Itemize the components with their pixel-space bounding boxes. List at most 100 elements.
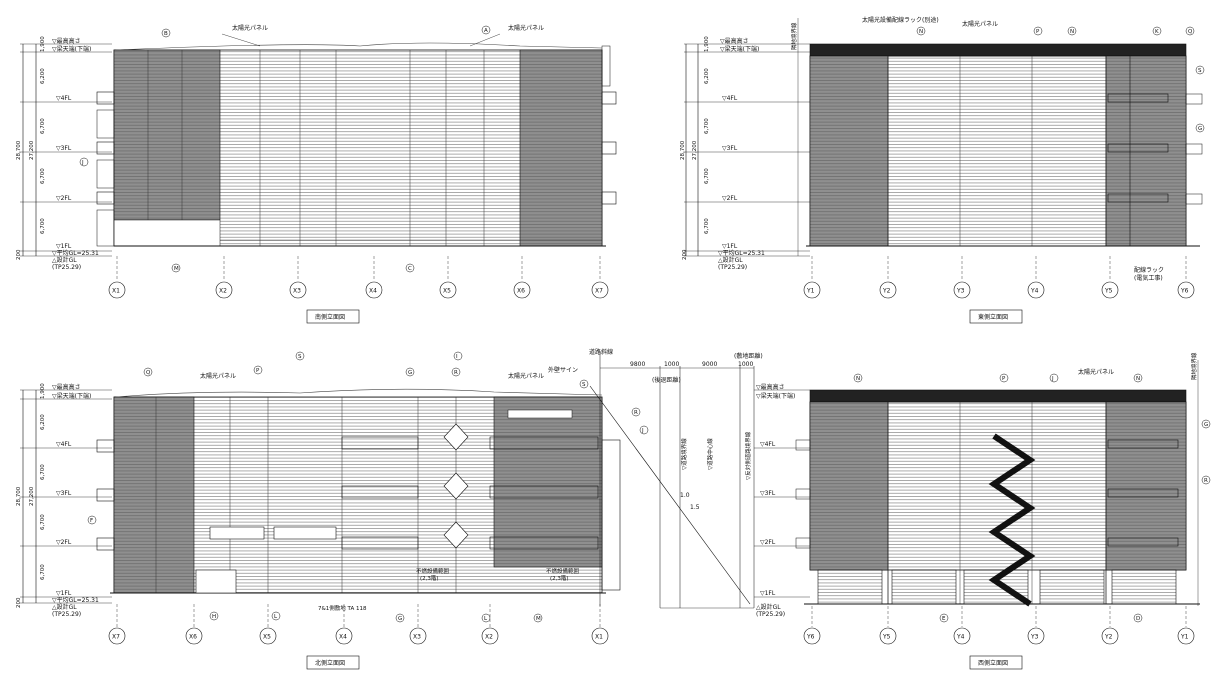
grid-label: Y3 [956, 288, 965, 295]
tag-bubble [87, 515, 97, 525]
grid-bubble [289, 281, 307, 299]
east-dim-f2: 6,700 [704, 168, 710, 184]
grid-bubble [185, 627, 203, 645]
north-level-3fl: ▽3FL [56, 490, 72, 497]
tag-label: R [634, 410, 638, 416]
west-boundary: 隣地境界線 [1190, 352, 1198, 380]
north-level-design-gl: △設計GL [52, 603, 77, 611]
grid-bubble [591, 627, 609, 645]
south-solar-label: 太陽光パネル [232, 24, 268, 32]
dim-sub: 27,200 [29, 140, 35, 160]
tag-label: D [1136, 616, 1140, 622]
grid-bubble [879, 627, 897, 645]
tag-label: R [454, 370, 458, 376]
grid-label: Y4 [956, 634, 965, 641]
tag-label: G [1204, 422, 1208, 428]
north-level-parapet: ▽梁天端(下端) [52, 392, 91, 400]
tag-bubble [1133, 373, 1143, 383]
tag-label: G [408, 370, 412, 376]
east-solar-rack: 太陽光設備配線ラック(別途) [862, 16, 939, 24]
grid-label: Y2 [1104, 634, 1113, 641]
road-opposite: ▽反対側道路境界線 [744, 431, 752, 480]
grid-bubble [803, 627, 821, 645]
east-solar-panel: 太陽光パネル [962, 20, 998, 28]
dim-f3: 6,700 [40, 118, 46, 134]
dim-overall: 28,700 [16, 140, 22, 160]
tag-bubble [1201, 419, 1211, 429]
north-ground-note: 7&1側敷地 TA 118 [318, 604, 367, 612]
east-wiring-rack-sub: (電気工事) [1134, 274, 1163, 282]
grid-bubble [108, 281, 126, 299]
west-level-design-gl: △設計GL [756, 603, 781, 611]
north-solar-label: 太陽光パネル [200, 372, 236, 380]
north-solar-label-2: 太陽光パネル [508, 372, 544, 380]
tag-bubble [999, 373, 1009, 383]
tag-label: L [274, 614, 278, 620]
tag-label: J [1051, 376, 1054, 382]
grid-bubble [953, 627, 971, 645]
tag-bubble [143, 367, 153, 377]
east-tag-g: G [1198, 126, 1202, 132]
grid-bubble [215, 281, 233, 299]
grid-label: X7 [595, 288, 603, 295]
east-tag-q: Q [1188, 29, 1193, 35]
tag-label: I [456, 354, 458, 360]
north-nonflam-1: 不燃設備範囲 [416, 567, 450, 575]
road-dim-9800: 9800 [630, 361, 645, 368]
west-level-parapet: ▽梁天端(下端) [756, 392, 795, 400]
grid-label: Y1 [806, 288, 815, 295]
grid-label: Y1 [1180, 634, 1189, 641]
grid-bubble [1177, 627, 1195, 645]
south-tag-a: A [484, 28, 488, 34]
east-dim-base: 200 [682, 249, 688, 260]
tag-bubble [405, 367, 415, 377]
grid-label: Y5 [882, 634, 891, 641]
north-dim-f1: 6,700 [40, 564, 46, 580]
tag-label: J [641, 428, 644, 434]
grid-label: X4 [369, 288, 377, 295]
north-level-avg-gl: ▽平均GL=25.31 [52, 596, 99, 604]
north-dim-f2: 6,700 [40, 514, 46, 530]
east-grid-axes: Y1 Y2 Y3 Y4 Y5 Y6 [803, 256, 1195, 299]
east-level-design-gl: △設計GL [718, 256, 743, 264]
south-title: 南側立面図 [315, 313, 345, 321]
west-solar-panel: 太陽光パネル [1078, 368, 1114, 376]
south-grid-axes: X1 X2 X3 X4 X5 X6 X7 [108, 256, 609, 299]
south-solar-label-2: 太陽光パネル [508, 24, 544, 32]
grid-bubble [803, 281, 821, 299]
tag-bubble [395, 613, 405, 623]
north-dim-base: 200 [16, 597, 22, 608]
east-dim-f4: 6,200 [704, 68, 710, 84]
east-level-parapet: ▽梁天端(下端) [720, 45, 759, 53]
north-grid-axes: X7 X6 X5 X4 X3 X2 X1 [108, 604, 609, 645]
tag-label: Q [146, 370, 151, 376]
east-tag-n1: N [919, 29, 923, 35]
south-elevation: 28,700 27,200 1,900 6,200 6,700 6,700 6,… [16, 24, 617, 324]
tag-label: M [536, 616, 541, 622]
east-dim-f1: 6,700 [704, 218, 710, 234]
tag-label: F [90, 518, 93, 524]
north-level-1fl: ▽1FL [56, 590, 72, 597]
road-slope-b: 1.5 [690, 504, 700, 511]
level-parapet: ▽梁天端(下端) [52, 45, 91, 53]
tag-label: L [484, 616, 488, 622]
grid-bubble [108, 627, 126, 645]
road-center: ▽道路中心線 [706, 438, 714, 470]
tag-bubble [295, 351, 305, 361]
grid-label: Y6 [806, 634, 815, 641]
tag-label: S [298, 354, 302, 360]
grid-bubble [1101, 627, 1119, 645]
north-dim-overall: 28,700 [16, 486, 22, 506]
grid-bubble [1177, 281, 1195, 299]
level-design-gl: △設計GL [52, 256, 77, 264]
south-tag-j: J [81, 160, 84, 166]
grid-label: X4 [339, 634, 347, 641]
level-roof-top: ▽最高高さ [52, 37, 81, 45]
grid-bubble [481, 627, 499, 645]
east-dim-sub: 27,200 [692, 140, 698, 160]
grid-label: X6 [189, 634, 197, 641]
east-level-roof: ▽最高高さ [720, 37, 749, 45]
tag-bubble [209, 611, 219, 621]
grid-bubble [439, 281, 457, 299]
east-level-3fl: ▽3FL [722, 145, 738, 152]
